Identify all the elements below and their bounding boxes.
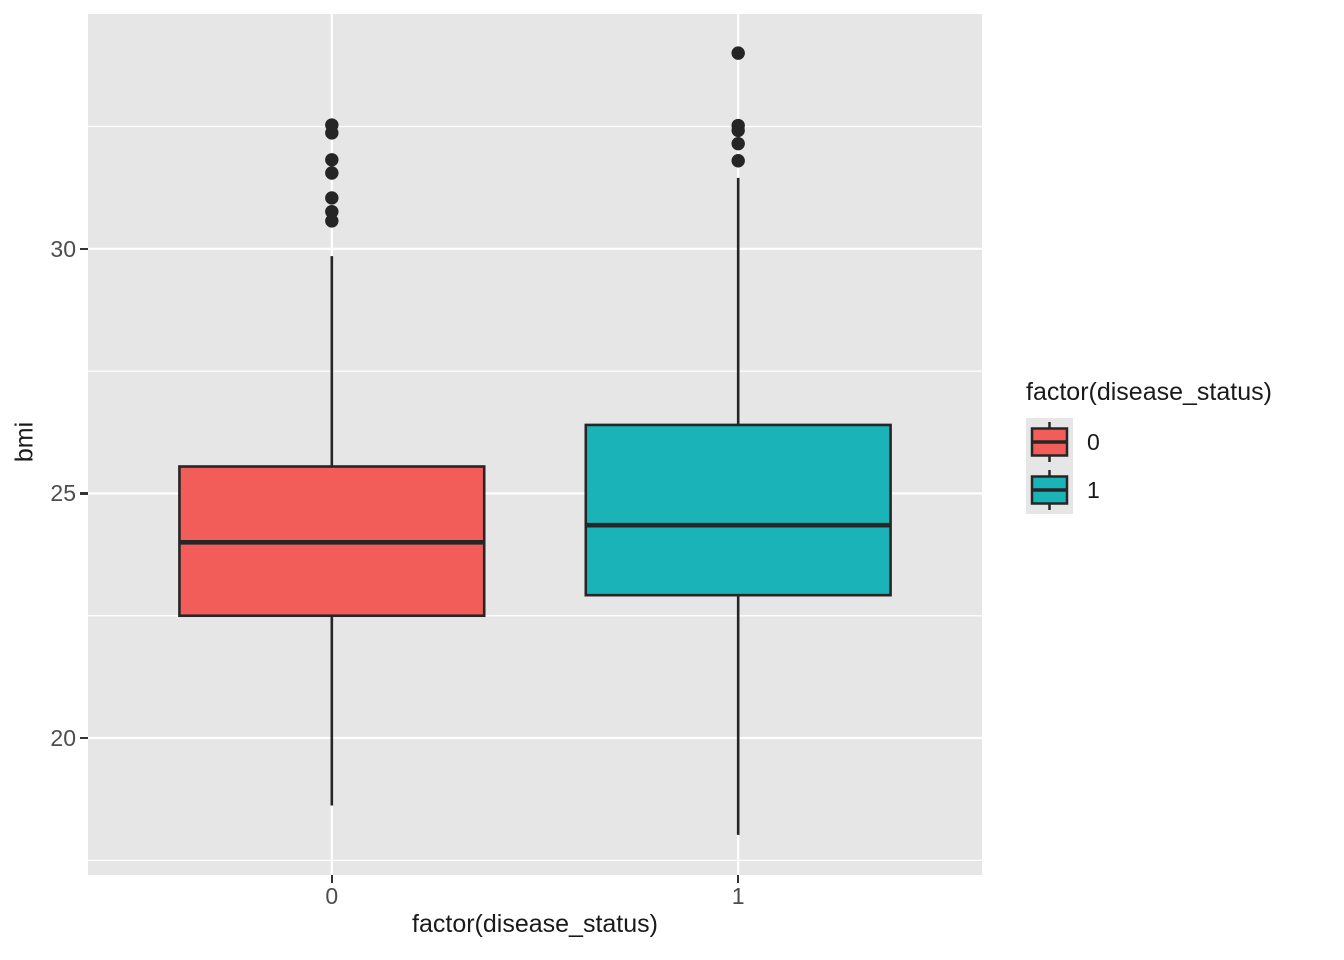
boxplot-glyph-icon xyxy=(1030,422,1069,462)
legend-key xyxy=(1026,466,1073,514)
legend-item: 1 xyxy=(1026,466,1272,514)
x-axis-title: factor(disease_status) xyxy=(412,910,658,938)
outlier-point xyxy=(731,136,745,151)
outlier-point xyxy=(731,154,745,168)
boxplot-canvas xyxy=(88,14,982,875)
boxplot-box xyxy=(584,423,892,597)
y-tick-mark xyxy=(80,736,88,740)
y-tick-label: 30 xyxy=(50,235,76,262)
outlier-point xyxy=(325,153,339,167)
outlier-point xyxy=(325,191,339,205)
outlier-point xyxy=(731,118,745,133)
legend-title: factor(disease_status) xyxy=(1026,378,1272,406)
y-tick-mark xyxy=(80,492,88,495)
y-tick-mark xyxy=(80,247,88,250)
legend-item-label: 1 xyxy=(1087,476,1100,503)
legend-key xyxy=(1026,418,1073,466)
outlier-point xyxy=(325,214,339,228)
legend-item-label: 0 xyxy=(1087,428,1100,455)
x-tick-label: 1 xyxy=(731,883,745,909)
outlier-point xyxy=(325,204,339,219)
boxplot-glyph-icon xyxy=(1030,470,1069,510)
outlier-point xyxy=(325,166,339,180)
y-tick-label: 20 xyxy=(50,725,76,752)
outlier-point xyxy=(731,46,745,60)
legend-item: 0 xyxy=(1026,418,1272,466)
x-tick-mark xyxy=(737,875,740,883)
outlier-point xyxy=(325,118,339,132)
y-axis-title: bmi xyxy=(10,421,39,463)
x-tick-mark xyxy=(330,875,333,883)
x-tick-label: 0 xyxy=(325,883,339,909)
y-tick-label: 25 xyxy=(50,480,76,507)
plot-panel xyxy=(88,14,982,875)
